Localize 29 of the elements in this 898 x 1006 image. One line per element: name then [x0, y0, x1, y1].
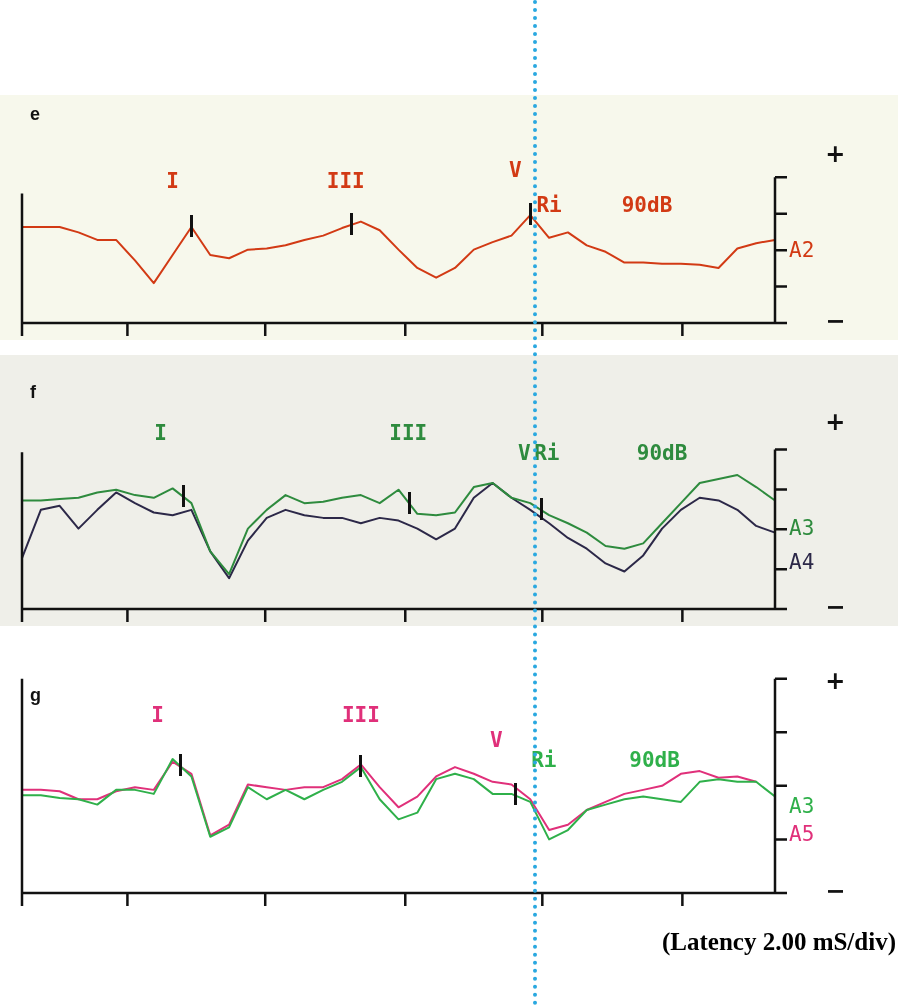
text: + — [825, 666, 846, 695]
text: I — [154, 421, 167, 446]
text: III — [389, 421, 428, 446]
text: + — [825, 140, 846, 169]
text: − — [825, 307, 846, 336]
text: − — [825, 593, 846, 622]
text: III — [326, 169, 365, 194]
series-label: A4 — [789, 549, 815, 574]
annotation: 90dB — [621, 192, 673, 217]
chart-title: e — [30, 103, 41, 124]
x-axis-title: (Latency 2.00 mS/div) — [661, 928, 896, 956]
annotation: Ri — [536, 192, 562, 217]
text: I — [166, 169, 179, 194]
text: Ri — [534, 441, 560, 466]
series-label: A3 — [789, 793, 815, 818]
chart-title: f — [30, 381, 37, 402]
annotation: 90dB — [629, 748, 680, 773]
series-label: A3 — [789, 516, 815, 541]
text: V — [490, 728, 504, 753]
text: V — [517, 441, 531, 466]
series-label: A2 — [789, 238, 815, 263]
text: + — [825, 408, 846, 437]
chart-title: g — [30, 684, 41, 705]
text: V — [508, 158, 522, 183]
text: III — [341, 702, 380, 727]
text: I — [151, 702, 164, 727]
text: − — [825, 877, 846, 906]
text: 90dB — [636, 441, 688, 466]
text: A5 — [789, 821, 815, 846]
